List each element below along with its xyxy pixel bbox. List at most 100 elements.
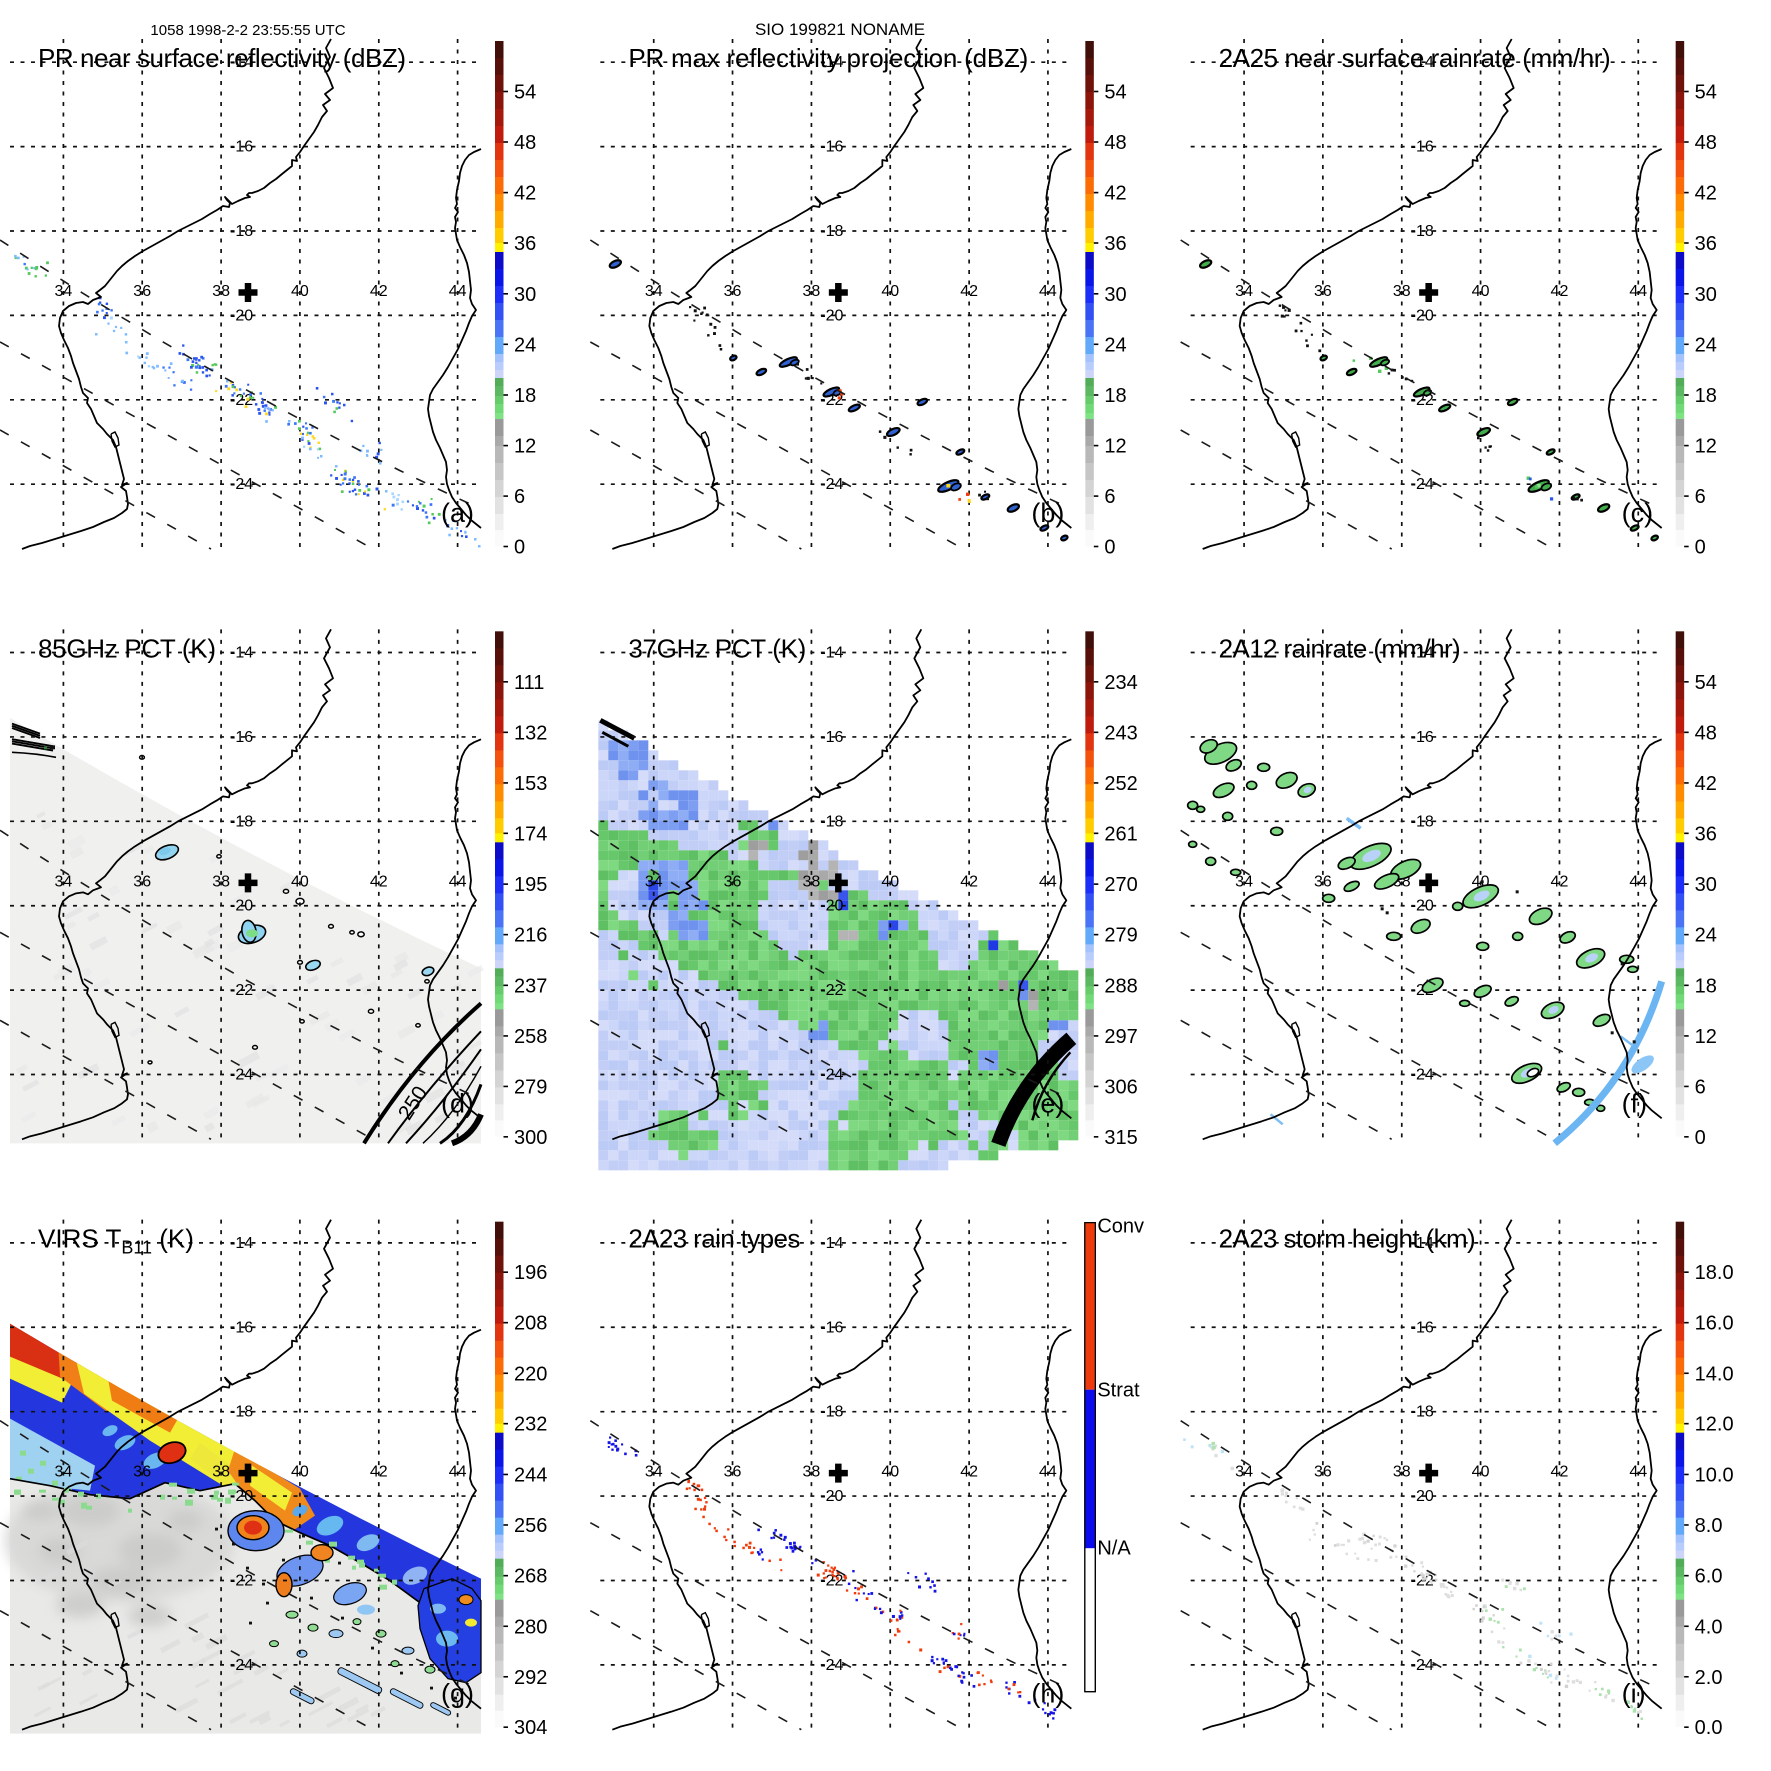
svg-text:14.0: 14.0 <box>1695 1363 1734 1385</box>
svg-text:12.0: 12.0 <box>1695 1414 1734 1436</box>
svg-text:195: 195 <box>514 874 547 896</box>
svg-text:279: 279 <box>514 1076 547 1098</box>
svg-text:315: 315 <box>1104 1127 1137 1149</box>
svg-text:220: 220 <box>514 1363 547 1385</box>
svg-text:111: 111 <box>514 672 544 694</box>
svg-text:54: 54 <box>1695 672 1717 694</box>
svg-text:30: 30 <box>1695 874 1717 896</box>
svg-text:16.0: 16.0 <box>1695 1313 1734 1335</box>
svg-text:12: 12 <box>1695 436 1717 458</box>
svg-text:42: 42 <box>1695 773 1717 795</box>
svg-text:6: 6 <box>1695 486 1706 508</box>
svg-text:(b): (b) <box>1031 498 1064 528</box>
svg-text:256: 256 <box>514 1515 547 1537</box>
svg-text:36: 36 <box>1104 233 1126 255</box>
svg-text:288: 288 <box>1104 975 1137 997</box>
svg-text:279: 279 <box>1104 925 1137 947</box>
svg-text:48: 48 <box>1104 132 1126 154</box>
svg-text:48: 48 <box>514 132 536 154</box>
svg-text:0.0: 0.0 <box>1695 1717 1723 1739</box>
svg-text:54: 54 <box>1695 82 1717 104</box>
svg-text:0: 0 <box>1695 537 1706 559</box>
svg-text:54: 54 <box>1104 82 1126 104</box>
svg-text:(h): (h) <box>1031 1679 1064 1709</box>
svg-text:208: 208 <box>514 1313 547 1335</box>
svg-text:48: 48 <box>1695 132 1717 154</box>
svg-text:12: 12 <box>1104 436 1126 458</box>
svg-text:(e): (e) <box>1031 1088 1064 1118</box>
svg-text:(f): (f) <box>1622 1088 1647 1118</box>
svg-text:304: 304 <box>514 1717 547 1739</box>
svg-text:(i): (i) <box>1622 1679 1646 1709</box>
svg-text:252: 252 <box>1104 773 1137 795</box>
svg-text:85GHz PCT (K): 85GHz PCT (K) <box>38 633 216 663</box>
svg-text:234: 234 <box>1104 672 1137 694</box>
svg-text:174: 174 <box>514 823 547 845</box>
svg-text:36: 36 <box>1695 233 1717 255</box>
svg-text:SIO 199821 NONAME: SIO 199821 NONAME <box>755 20 925 39</box>
svg-text:300: 300 <box>514 1127 547 1149</box>
svg-text:N/A: N/A <box>1097 1538 1131 1560</box>
svg-text:(d): (d) <box>441 1088 474 1118</box>
svg-text:6: 6 <box>514 486 525 508</box>
svg-text:12: 12 <box>514 436 536 458</box>
svg-text:24: 24 <box>1695 925 1717 947</box>
svg-text:Conv: Conv <box>1097 1216 1144 1238</box>
svg-text:30: 30 <box>1104 284 1126 306</box>
svg-text:2A23 storm height (km): 2A23 storm height (km) <box>1219 1224 1476 1254</box>
svg-text:42: 42 <box>514 183 536 205</box>
svg-text:(a): (a) <box>441 498 474 528</box>
svg-text:4.0: 4.0 <box>1695 1616 1723 1638</box>
svg-text:2A23 rain types: 2A23 rain types <box>628 1224 800 1254</box>
svg-text:18: 18 <box>514 385 536 407</box>
svg-text:216: 216 <box>514 925 547 947</box>
svg-text:244: 244 <box>514 1464 547 1486</box>
svg-text:12: 12 <box>1695 1026 1717 1048</box>
svg-text:0: 0 <box>1695 1127 1706 1149</box>
svg-text:6: 6 <box>1104 486 1115 508</box>
svg-text:1058 1998-2-2 23:55:55 UTC: 1058 1998-2-2 23:55:55 UTC <box>150 22 345 39</box>
svg-text:24: 24 <box>514 334 536 356</box>
svg-text:PR max reflectivity projection: PR max reflectivity projection (dBZ) <box>628 43 1028 73</box>
svg-text:270: 270 <box>1104 874 1137 896</box>
svg-text:0: 0 <box>514 537 525 559</box>
svg-text:18: 18 <box>1104 385 1126 407</box>
svg-text:36: 36 <box>1695 823 1717 845</box>
svg-text:196: 196 <box>514 1262 547 1284</box>
svg-text:37GHz PCT (K): 37GHz PCT (K) <box>628 633 806 663</box>
svg-text:8.0: 8.0 <box>1695 1515 1723 1537</box>
svg-text:42: 42 <box>1695 183 1717 205</box>
svg-text:2A25 near surface rainrate (mm: 2A25 near surface rainrate (mm/hr) <box>1219 43 1611 73</box>
svg-text:18: 18 <box>1695 385 1717 407</box>
svg-text:36: 36 <box>514 233 536 255</box>
svg-text:PR near surface reflectivity (: PR near surface reflectivity (dBZ) <box>38 43 406 73</box>
svg-text:6.0: 6.0 <box>1695 1566 1723 1588</box>
svg-text:42: 42 <box>1104 183 1126 205</box>
svg-text:0: 0 <box>1104 537 1115 559</box>
svg-text:48: 48 <box>1695 722 1717 744</box>
svg-text:2.0: 2.0 <box>1695 1667 1723 1689</box>
svg-text:2A12 rainrate (mm/hr): 2A12 rainrate (mm/hr) <box>1219 633 1461 663</box>
svg-text:237: 237 <box>514 975 547 997</box>
svg-text:Strat: Strat <box>1097 1380 1140 1402</box>
svg-text:232: 232 <box>514 1414 547 1436</box>
svg-text:306: 306 <box>1104 1076 1137 1098</box>
svg-text:261: 261 <box>1104 823 1137 845</box>
svg-text:30: 30 <box>1695 284 1717 306</box>
svg-text:268: 268 <box>514 1566 547 1588</box>
svg-text:258: 258 <box>514 1026 547 1048</box>
svg-text:54: 54 <box>514 82 536 104</box>
svg-text:243: 243 <box>1104 722 1137 744</box>
svg-text:10.0: 10.0 <box>1695 1464 1734 1486</box>
svg-text:280: 280 <box>514 1616 547 1638</box>
svg-text:297: 297 <box>1104 1026 1137 1048</box>
svg-text:24: 24 <box>1104 334 1126 356</box>
svg-text:(c): (c) <box>1622 498 1653 528</box>
svg-text:6: 6 <box>1695 1076 1706 1098</box>
svg-text:292: 292 <box>514 1667 547 1689</box>
svg-text:(g): (g) <box>441 1679 474 1709</box>
svg-text:VIRS TB11 (K): VIRS TB11 (K) <box>38 1224 194 1258</box>
svg-text:30: 30 <box>514 284 536 306</box>
svg-text:18.0: 18.0 <box>1695 1262 1734 1284</box>
svg-text:24: 24 <box>1695 334 1717 356</box>
